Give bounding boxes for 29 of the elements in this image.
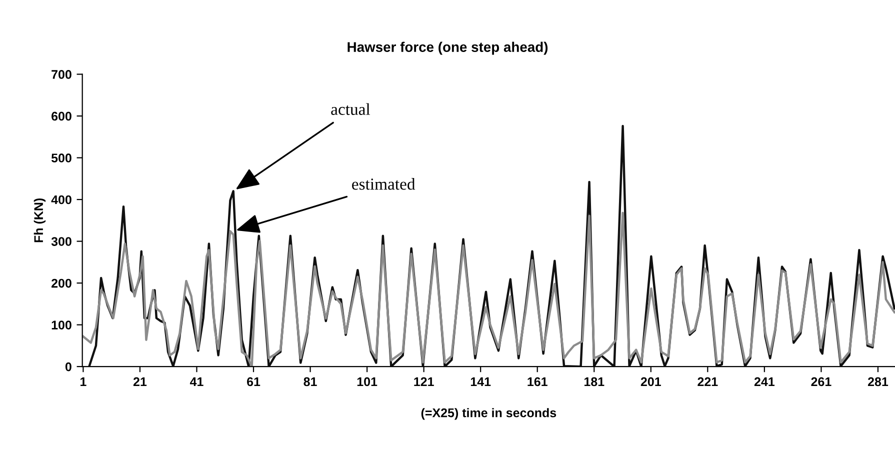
- y-tick-label: 700: [52, 70, 72, 79]
- annotation: estimated: [352, 178, 416, 190]
- line-series: [88, 124, 895, 367]
- x-tick-label: 221: [698, 377, 718, 386]
- y-tick-label: 400: [51, 195, 72, 204]
- x-tick-label: 161: [528, 377, 548, 386]
- y-tick-label: 600: [52, 112, 72, 121]
- y-tick-label: 200: [52, 278, 72, 288]
- x-tick-label: 1: [80, 377, 86, 386]
- y-tick-label: 300: [51, 237, 72, 246]
- y-tick-label: 0: [65, 362, 72, 372]
- x-tick-label: 261: [811, 377, 832, 386]
- chart-title: Hawser force (one step ahead): [348, 42, 548, 55]
- x-axis-title: (=X25) time in seconds: [421, 408, 556, 420]
- y-tick-label: 500: [51, 154, 72, 162]
- x-tick-label: 201: [640, 377, 661, 386]
- x-tick-label: 101: [357, 377, 378, 386]
- x-tick-label: 141: [470, 377, 491, 386]
- x-tick-label: 81: [304, 377, 317, 386]
- y-axis-title: Fh (KN): [34, 198, 46, 242]
- annotation: actual: [331, 103, 370, 115]
- x-tick-label: 181: [584, 377, 604, 386]
- x-tick-label: 61: [247, 377, 260, 386]
- y-tick-label: 100: [52, 320, 72, 330]
- x-tick-label: 121: [414, 377, 434, 386]
- x-tick-label: 281: [868, 377, 888, 386]
- x-tick-label: 241: [754, 377, 775, 386]
- x-tick-label: 21: [133, 377, 147, 386]
- x-tick-label: 41: [190, 377, 204, 386]
